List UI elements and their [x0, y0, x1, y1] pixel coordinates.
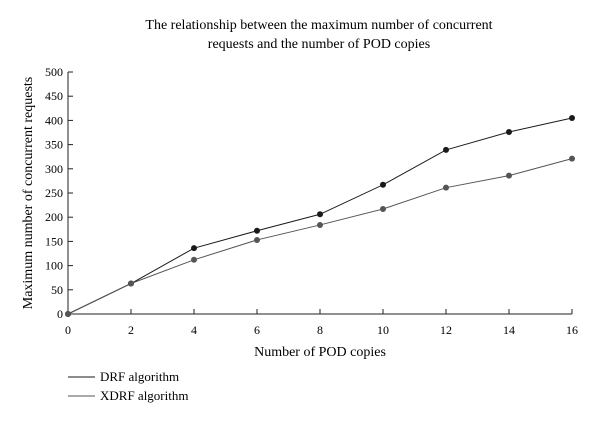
y-tick-label: 500 — [45, 65, 63, 79]
x-tick-label: 16 — [566, 323, 578, 337]
x-tick-label: 0 — [65, 323, 71, 337]
data-point-series-0 — [569, 114, 575, 121]
y-tick-label: 400 — [45, 113, 63, 127]
legend: DRF algorithm XDRF algorithm — [68, 369, 188, 403]
data-point-series-1 — [317, 221, 323, 228]
data-point-series-1 — [506, 172, 512, 179]
y-tick-label: 300 — [45, 162, 63, 176]
x-tick-label: 2 — [128, 323, 134, 337]
x-tick-label: 6 — [254, 323, 260, 337]
data-point-series-1 — [128, 280, 134, 287]
data-point-series-0 — [254, 227, 260, 234]
y-tick-label: 0 — [57, 307, 63, 321]
x-tick-label: 14 — [503, 323, 515, 337]
y-tick-label: 100 — [45, 259, 63, 273]
y-ticks: 0 50 100 150 200 250 300 350 400 450 500 — [45, 65, 73, 321]
x-tick-label: 10 — [377, 323, 389, 337]
y-tick-label: 250 — [45, 186, 63, 200]
data-point-series-0 — [443, 146, 449, 153]
chart-title-line-2: requests and the number of POD copies — [208, 37, 430, 52]
y-tick-label: 350 — [45, 138, 63, 152]
data-point-series-0 — [317, 211, 323, 218]
axes: 0 2 4 6 8 10 12 14 16 0 50 100 150 200 250 300 350 400 45… — [45, 65, 578, 337]
legend-label-xdrf: XDRF algorithm — [100, 388, 188, 403]
x-ticks: 0 2 4 6 8 10 12 14 16 — [65, 309, 578, 337]
data-point-series-0 — [506, 129, 512, 136]
x-axis-label: Number of POD copies — [254, 345, 386, 360]
chart-title-line-1: The relationship between the maximum num… — [145, 18, 492, 33]
data-point-series-0 — [191, 245, 197, 252]
chart-title: The relationship between the maximum num… — [145, 18, 492, 52]
data-point-series-1 — [254, 236, 260, 243]
series-group — [65, 114, 575, 317]
series-line-1 — [67, 158, 573, 315]
y-tick-label: 150 — [45, 234, 63, 248]
data-point-series-1 — [443, 184, 449, 191]
x-tick-label: 12 — [440, 323, 452, 337]
y-tick-label: 200 — [45, 210, 63, 224]
data-point-series-1 — [65, 311, 71, 317]
y-axis-label: Maximum number of concurrent requests — [21, 77, 36, 310]
data-point-series-1 — [569, 155, 575, 162]
y-tick-label: 450 — [45, 89, 63, 103]
data-point-series-1 — [380, 205, 386, 212]
data-point-series-0 — [380, 181, 386, 188]
legend-label-drf: DRF algorithm — [100, 369, 179, 384]
x-tick-label: 4 — [191, 323, 197, 337]
y-tick-label: 50 — [51, 283, 63, 297]
x-tick-label: 8 — [317, 323, 323, 337]
data-point-series-1 — [191, 256, 197, 263]
